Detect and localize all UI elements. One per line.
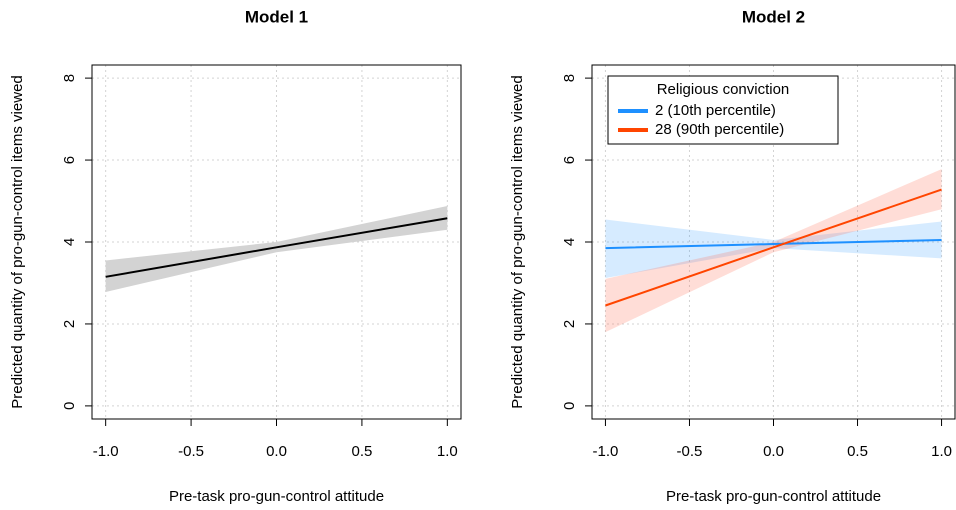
- plot-frame: [591, 64, 956, 420]
- x-tick-label: -0.5: [178, 443, 204, 460]
- legend-label: 28 (90th percentile): [655, 121, 784, 138]
- x-tick-label: -0.5: [677, 443, 703, 460]
- y-tick-label: 0: [61, 402, 78, 410]
- confidence-band: [605, 169, 942, 333]
- legend-label: 2 (10th percentile): [655, 102, 776, 119]
- line: [105, 217, 448, 278]
- y-tick-label: 4: [61, 238, 78, 246]
- y-tick-label: 6: [561, 156, 578, 164]
- plot-frame: [91, 64, 462, 420]
- x-tick-label: -1.0: [593, 443, 619, 460]
- x-tick-label: 1.0: [931, 443, 952, 460]
- y-tick-label: 2: [561, 320, 578, 328]
- x-tick-label: 0.0: [266, 443, 287, 460]
- x-tick-label: 1.0: [437, 443, 458, 460]
- y-axis-label: Predicted quantity of pro-gun-control it…: [509, 75, 526, 409]
- y-tick-label: 6: [61, 156, 78, 164]
- y-axis-label: Predicted quantity of pro-gun-control it…: [9, 75, 26, 409]
- y-tick-label: 0: [561, 402, 578, 410]
- x-tick-label: -1.0: [93, 443, 119, 460]
- legend-title: Religious conviction: [657, 81, 790, 98]
- confidence-band: [105, 205, 448, 292]
- y-tick-label: 2: [61, 320, 78, 328]
- y-tick-label: 8: [561, 74, 578, 82]
- y-tick-label: 8: [61, 74, 78, 82]
- chart-title: Model 2: [742, 7, 805, 26]
- line: [605, 238, 942, 250]
- chart-title: Model 1: [245, 7, 308, 26]
- x-tick-label: 0.5: [847, 443, 868, 460]
- y-tick-label: 4: [561, 238, 578, 246]
- x-tick-label: 0.0: [763, 443, 784, 460]
- x-tick-label: 0.5: [351, 443, 372, 460]
- line: [605, 188, 942, 307]
- x-axis-label: Pre-task pro-gun-control attitude: [169, 488, 384, 505]
- confidence-band: [605, 219, 942, 279]
- x-axis-label: Pre-task pro-gun-control attitude: [666, 488, 881, 505]
